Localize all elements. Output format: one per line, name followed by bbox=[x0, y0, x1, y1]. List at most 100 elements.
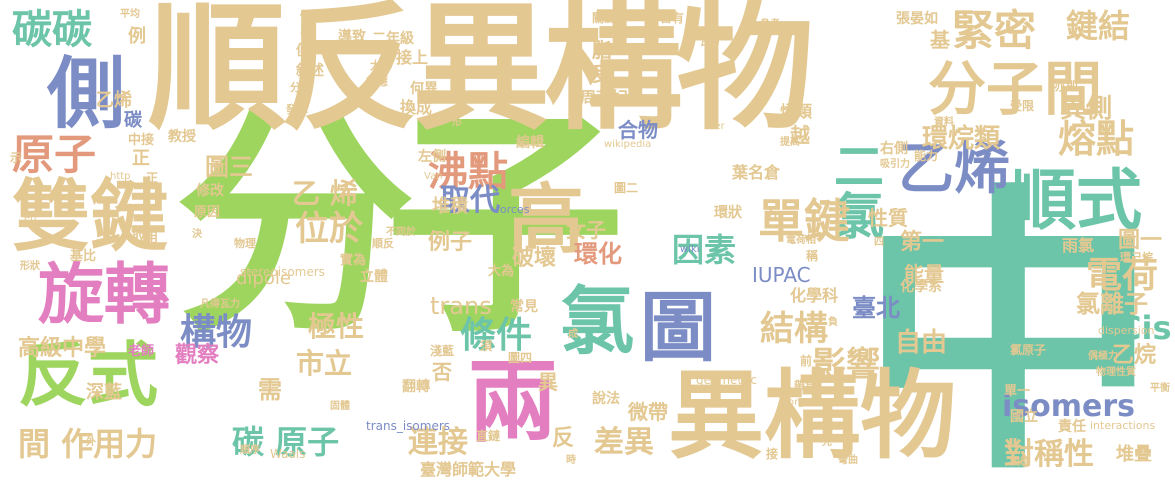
word-yiwan: 乙烷 bbox=[1112, 343, 1157, 368]
word-butongyu: 不同於 bbox=[386, 227, 416, 238]
word-guti: 固體 bbox=[330, 401, 350, 412]
word-tan-yuanzi: 碳 原子 bbox=[232, 423, 340, 461]
word-wai: 外 bbox=[86, 437, 96, 448]
word-tan: 碳 bbox=[124, 110, 142, 131]
word-shunfan-yigouwu: 順反異構物 bbox=[148, 0, 814, 149]
word-huaxuexi: 化學系 bbox=[900, 279, 942, 295]
word-duiji: 堆積 bbox=[432, 196, 468, 217]
word-zuoce: 左側 bbox=[418, 149, 446, 165]
word-daxiao: 大小 bbox=[370, 59, 392, 72]
word-shou: 受 bbox=[592, 62, 612, 86]
word-duichenxing: 對稱性 bbox=[1004, 437, 1094, 472]
word-fenzijian: 分子間 bbox=[928, 55, 1103, 123]
word-chayi: 差異 bbox=[594, 425, 654, 460]
word-di: 低 bbox=[300, 9, 313, 23]
word-geometric: geometric bbox=[696, 373, 757, 387]
word-zheng: 正 bbox=[132, 148, 150, 169]
word-gouwu: 構物 bbox=[180, 312, 253, 353]
word-weiyu: 位於 bbox=[295, 209, 363, 249]
word-yi: 異 bbox=[538, 370, 558, 394]
word-lianjie: 連接 bbox=[408, 425, 468, 460]
word-pohuai: 破壞 bbox=[512, 246, 557, 271]
word-jiegou: 結構 bbox=[760, 309, 828, 349]
word-nengliang: 能量 bbox=[904, 262, 944, 286]
word-xushu: 敘述 bbox=[296, 63, 324, 79]
word-nengli: 能力 bbox=[914, 149, 939, 163]
word-xu-small: 須 bbox=[480, 339, 493, 353]
word-bian: 便 bbox=[296, 43, 310, 59]
word-trans-isomers: trans_isomers bbox=[366, 419, 451, 433]
word-taiwanshifandaxue: 臺灣師範大學 bbox=[420, 460, 517, 479]
word-fanshi: 反式 bbox=[18, 334, 158, 416]
word-erlv-v: 二氯 bbox=[826, 140, 884, 240]
word-guanjian: 關鍵 bbox=[592, 11, 617, 25]
word-huanhua: 環化 bbox=[574, 240, 622, 268]
word-gaojizhongxue: 高級中學 bbox=[18, 336, 107, 361]
word-yi-xi: 乙 烯 bbox=[292, 177, 358, 210]
word-xian: 先 bbox=[822, 437, 832, 448]
word-laoshi: 老師 bbox=[128, 344, 155, 359]
word-si: 四 bbox=[874, 237, 884, 248]
word-liang: 兩 bbox=[468, 350, 558, 455]
word-gao: 高 bbox=[508, 175, 584, 264]
word-http: http bbox=[110, 171, 131, 182]
word-guoli: 國立 bbox=[1010, 409, 1038, 425]
word-jieshang: 接上 bbox=[396, 48, 429, 67]
word-yiji: 亦即 bbox=[1054, 79, 1079, 93]
word-shunshi: 順式 bbox=[1010, 162, 1142, 239]
word-shuangjian: 雙鍵 bbox=[12, 172, 169, 262]
word-fou: 否 bbox=[432, 360, 452, 384]
word-youce: 右側 bbox=[880, 141, 908, 157]
word-shouxian: 受限 bbox=[1010, 99, 1035, 113]
word-fenzi: 分子 bbox=[175, 85, 625, 365]
word-guancha: 觀察 bbox=[175, 343, 220, 368]
word-lizi: 例子 bbox=[428, 230, 473, 255]
word-zeren: 責任 bbox=[1058, 419, 1086, 435]
word-zhongjie: 中接 bbox=[128, 133, 155, 148]
word-ji: 基 bbox=[930, 28, 950, 52]
word-tusan: 圖三 bbox=[205, 153, 253, 181]
word-cis: Cis bbox=[1118, 309, 1172, 347]
word-xu: 需 bbox=[258, 376, 282, 404]
word-forces: forces bbox=[496, 203, 530, 216]
word-diyi: 第一 bbox=[900, 230, 945, 255]
word-yuanzi: 原子 bbox=[12, 130, 97, 179]
word-pingheng: 平衡 bbox=[1150, 383, 1170, 394]
word-dispersion: dispersion bbox=[1098, 324, 1155, 337]
word-rongdian: 熔點 bbox=[1058, 117, 1135, 161]
word-feidian: 沸點 bbox=[428, 149, 508, 195]
word-van: Van bbox=[424, 171, 443, 182]
word-shunfan: 順反 bbox=[372, 237, 394, 250]
word-yixi-big: 乙烯 bbox=[898, 137, 1010, 202]
word-cheng3: 成 bbox=[568, 329, 578, 340]
word-gutai: 固態 bbox=[1010, 457, 1030, 468]
word-tusi: 圖四 bbox=[508, 351, 533, 365]
word-oujili: 偶極力 bbox=[1088, 351, 1118, 362]
word-shenlan: 深藍 bbox=[86, 382, 122, 403]
word-xing: 形 bbox=[452, 117, 462, 128]
word-daifu: 帶負 bbox=[794, 379, 816, 392]
word-cheng2: 稱 bbox=[806, 249, 819, 263]
word-wuli: 物理 bbox=[234, 237, 256, 250]
word-ziliao: 資料 bbox=[934, 117, 954, 128]
word-zheng2: 正 bbox=[146, 171, 159, 185]
word-shi: 示 bbox=[10, 151, 23, 165]
word-heyi: 何異 bbox=[410, 81, 438, 97]
word-daozhi: 導致 bbox=[338, 29, 366, 45]
word-fahui: 發揮 bbox=[286, 103, 308, 116]
word-yemingcang: 葉名倉 bbox=[732, 163, 781, 182]
word-fan: 反 bbox=[552, 426, 575, 451]
word-xingzhi: 性質 bbox=[868, 206, 908, 230]
word-ernianji: 二年級 bbox=[372, 31, 414, 47]
word-fenbu: 分布 bbox=[290, 81, 312, 94]
word-shuofa: 說法 bbox=[592, 391, 620, 407]
word-fanzhuan: 翻轉 bbox=[402, 379, 430, 395]
word-zhong: 中 bbox=[808, 175, 1157, 475]
word-yingxiang: 影響 bbox=[812, 345, 880, 385]
word-duidie: 堆疊 bbox=[1116, 444, 1152, 465]
word-weidai: 微帶 bbox=[628, 400, 668, 424]
word-wanqu: 彎曲 bbox=[838, 455, 858, 466]
word-jie: 接 bbox=[766, 447, 779, 461]
word-jixing: 極性 bbox=[308, 310, 365, 343]
